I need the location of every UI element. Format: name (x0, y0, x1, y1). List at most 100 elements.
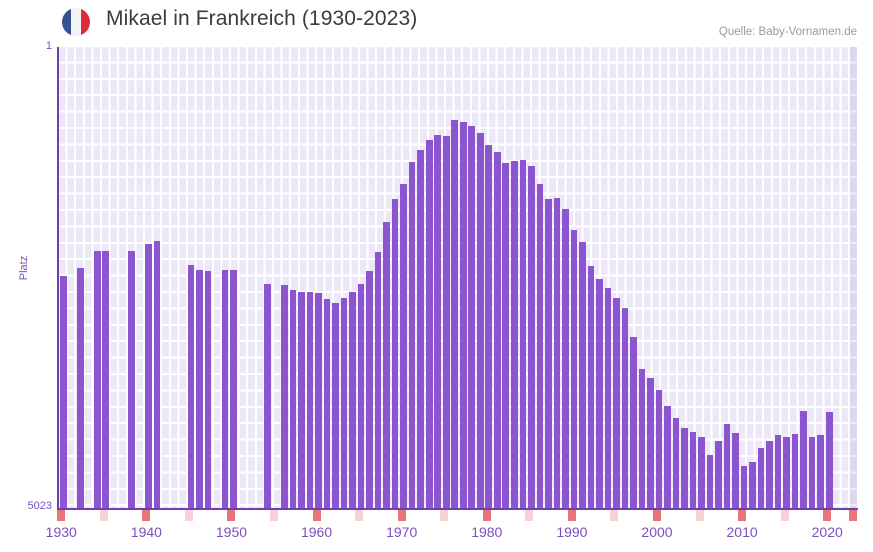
bar-2010[interactable] (740, 466, 748, 509)
bar-1998[interactable] (638, 369, 646, 509)
bar-series (59, 47, 857, 509)
bar-1990[interactable] (570, 230, 578, 509)
x-tick-label-1970: 1970 (386, 524, 418, 540)
bar-1957[interactable] (289, 290, 297, 509)
bar-1971[interactable] (408, 162, 416, 509)
bar-1989[interactable] (562, 209, 569, 509)
bar-1941[interactable] (153, 241, 161, 509)
bar-2009[interactable] (732, 433, 739, 509)
bar-1930[interactable] (59, 276, 67, 509)
x-tick-1960 (312, 510, 321, 521)
bar-1967[interactable] (374, 252, 382, 509)
bar-2016[interactable] (791, 434, 799, 509)
x-tick-1945 (184, 510, 193, 521)
bar-1962[interactable] (332, 303, 339, 509)
bar-2011[interactable] (749, 462, 756, 509)
bar-1932[interactable] (76, 268, 84, 509)
bar-2017[interactable] (800, 411, 807, 509)
bar-1945[interactable] (187, 265, 195, 509)
bar-2012[interactable] (757, 448, 765, 509)
bar-1968[interactable] (383, 222, 390, 509)
x-tick-1985 (525, 510, 534, 521)
bar-2008[interactable] (723, 424, 731, 509)
bar-1997[interactable] (630, 337, 637, 509)
bar-1950[interactable] (230, 270, 237, 509)
bar-2018[interactable] (808, 437, 816, 509)
bar-1958[interactable] (298, 292, 305, 509)
bar-2003[interactable] (681, 428, 688, 509)
bar-2019[interactable] (817, 435, 824, 509)
bar-2001[interactable] (664, 406, 671, 509)
bar-1940[interactable] (145, 244, 152, 509)
bar-2004[interactable] (689, 432, 697, 509)
bar-1973[interactable] (425, 140, 433, 509)
bar-1934[interactable] (93, 251, 101, 509)
x-tick-2010 (738, 510, 747, 521)
bar-1982[interactable] (502, 163, 510, 509)
bar-1960[interactable] (315, 293, 322, 509)
bar-1935[interactable] (102, 251, 110, 509)
bar-1959[interactable] (306, 292, 314, 509)
bar-2002[interactable] (672, 418, 680, 509)
bar-1987[interactable] (545, 199, 552, 509)
bar-1977[interactable] (459, 122, 467, 509)
bar-2020[interactable] (825, 412, 833, 509)
y-axis-top-label: 1 (45, 40, 52, 52)
bar-1996[interactable] (621, 308, 629, 509)
bar-1978[interactable] (468, 126, 476, 509)
x-tick-label-1950: 1950 (215, 524, 248, 540)
bar-2005[interactable] (698, 437, 705, 509)
bar-1972[interactable] (417, 150, 424, 509)
bar-1993[interactable] (596, 279, 603, 509)
bar-1985[interactable] (528, 166, 535, 509)
bar-1983[interactable] (511, 161, 518, 509)
bar-1969[interactable] (391, 199, 399, 509)
bar-1963[interactable] (340, 298, 348, 509)
bar-1975[interactable] (442, 136, 450, 509)
bar-2006[interactable] (706, 455, 714, 509)
bar-1986[interactable] (536, 184, 544, 509)
bar-1988[interactable] (553, 198, 561, 509)
bar-1992[interactable] (587, 266, 595, 509)
bar-1956[interactable] (281, 285, 288, 509)
bar-1964[interactable] (349, 292, 356, 509)
bar-2015[interactable] (783, 437, 790, 509)
x-tick-label-1980: 1980 (471, 524, 503, 540)
bar-2014[interactable] (774, 435, 782, 509)
bar-1981[interactable] (493, 152, 501, 509)
x-tick-2005 (695, 510, 704, 521)
bar-1965[interactable] (357, 284, 365, 509)
bar-1970[interactable] (400, 184, 407, 509)
chart-header: Mikael in Frankreich (1930-2023) Quelle:… (0, 0, 873, 44)
x-tick-2000 (653, 510, 661, 521)
bar-1966[interactable] (366, 271, 373, 509)
bar-1946[interactable] (196, 270, 203, 509)
bar-1961[interactable] (323, 299, 331, 509)
bar-1976[interactable] (451, 120, 459, 509)
x-tick-1970 (397, 510, 406, 521)
bar-1980[interactable] (485, 145, 493, 509)
bar-1991[interactable] (579, 242, 586, 509)
x-tick-label-1960: 1960 (300, 524, 333, 540)
bar-1947[interactable] (204, 271, 212, 509)
x-tick-1965 (355, 510, 364, 521)
bar-1954[interactable] (264, 284, 271, 509)
bar-2000[interactable] (655, 390, 663, 509)
france-flag-icon (62, 8, 90, 36)
bar-1938[interactable] (128, 251, 135, 509)
plot-area (57, 47, 857, 509)
bar-1979[interactable] (476, 133, 484, 509)
x-tick-2020 (823, 510, 832, 521)
bar-2007[interactable] (715, 441, 722, 509)
bar-1994[interactable] (604, 288, 612, 509)
x-tick-1955 (270, 510, 279, 521)
bar-2013[interactable] (766, 441, 773, 509)
shaded-forecast-region (849, 47, 857, 509)
bar-1995[interactable] (613, 298, 620, 509)
chart-title: Mikael in Frankreich (1930-2023) (106, 7, 418, 30)
bar-1984[interactable] (519, 160, 527, 509)
bar-1999[interactable] (647, 378, 654, 509)
bar-1974[interactable] (434, 135, 442, 509)
y-axis-title: Platz (18, 255, 30, 281)
bar-1949[interactable] (221, 270, 229, 509)
